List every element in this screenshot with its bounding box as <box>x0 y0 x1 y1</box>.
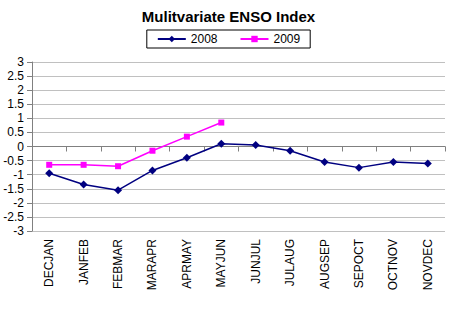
svg-text:0: 0 <box>17 140 24 154</box>
svg-text:Mulitvariate ENSO Index: Mulitvariate ENSO Index <box>142 8 316 25</box>
svg-text:JANFEB: JANFEB <box>77 239 91 285</box>
svg-text:2.5: 2.5 <box>7 69 24 83</box>
svg-text:-3: -3 <box>13 224 24 238</box>
svg-text:APRMAY: APRMAY <box>180 239 194 289</box>
svg-text:2008: 2008 <box>191 32 218 46</box>
svg-text:NOVDEC: NOVDEC <box>421 239 435 291</box>
svg-text:-0.5: -0.5 <box>3 154 24 168</box>
svg-text:JULAUG: JULAUG <box>283 239 297 286</box>
svg-text:-1: -1 <box>13 168 24 182</box>
svg-text:2009: 2009 <box>274 32 301 46</box>
svg-text:MARAPR: MARAPR <box>145 239 159 291</box>
svg-text:1: 1 <box>17 111 24 125</box>
svg-text:2: 2 <box>17 83 24 97</box>
svg-text:MAYJUN: MAYJUN <box>214 239 228 287</box>
svg-text:DECJAN: DECJAN <box>42 239 56 287</box>
svg-text:-2.5: -2.5 <box>3 210 24 224</box>
svg-text:JUNJUL: JUNJUL <box>249 239 263 284</box>
svg-text:-2: -2 <box>13 196 24 210</box>
svg-text:1.5: 1.5 <box>7 97 24 111</box>
svg-text:SEPOCT: SEPOCT <box>352 238 366 288</box>
svg-text:-1.5: -1.5 <box>3 182 24 196</box>
svg-text:3: 3 <box>17 55 24 69</box>
svg-text:0.5: 0.5 <box>7 125 24 139</box>
svg-text:FEBMAR: FEBMAR <box>111 239 125 289</box>
svg-text:OCTNOV: OCTNOV <box>386 239 400 290</box>
svg-text:AUGSEP: AUGSEP <box>318 239 332 289</box>
